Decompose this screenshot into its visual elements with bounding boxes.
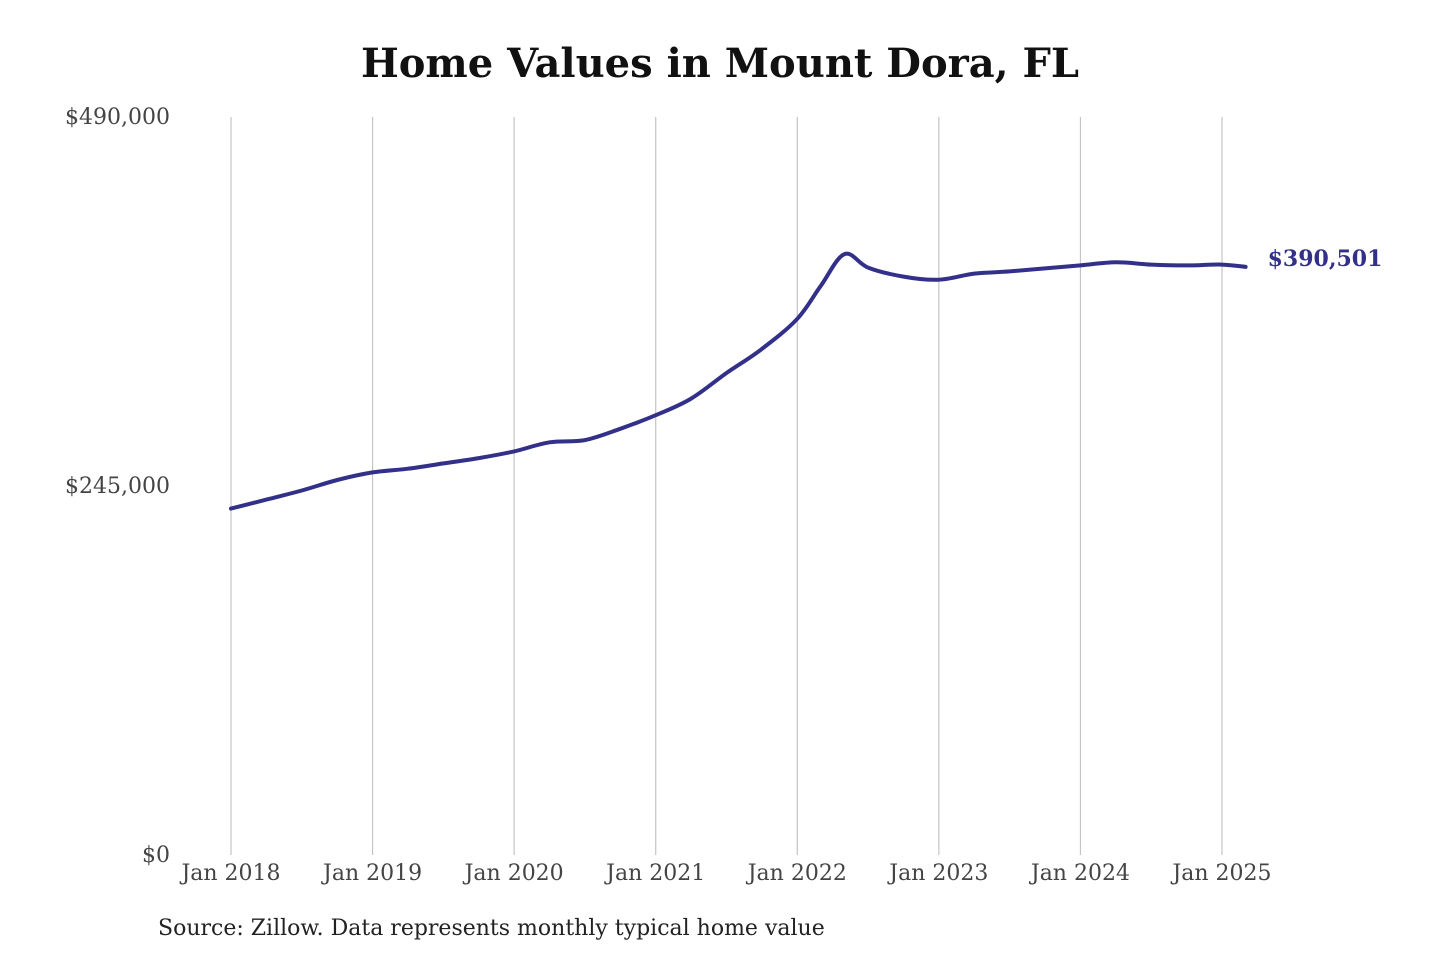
series-line <box>229 251 1248 511</box>
x-tick-label: Jan 2018 <box>179 861 280 886</box>
y-axis: $0 $245,000 $490,000 <box>65 105 170 868</box>
x-axis: Jan 2018 Jan 2019 Jan 2020 Jan 2021 Jan 2022… <box>179 861 1271 886</box>
end-value-label: $390,501 <box>1268 246 1383 272</box>
x-tick-label: Jan 2020 <box>463 861 564 886</box>
y-tick-label: $490,000 <box>65 105 170 130</box>
source-note: Source: Zillow. Data represents monthly … <box>158 916 825 941</box>
x-tick-label: Jan 2023 <box>887 861 988 886</box>
series-layer: $390,501 <box>229 246 1383 511</box>
y-tick-label: $245,000 <box>65 474 170 499</box>
x-tick-label: Jan 2022 <box>746 861 847 886</box>
gridlines <box>230 117 1223 855</box>
chart-title: Home Values in Mount Dora, FL <box>360 40 1080 87</box>
x-tick-label: Jan 2019 <box>321 861 422 886</box>
y-tick-label: $0 <box>142 843 170 868</box>
x-tick-label: Jan 2024 <box>1029 861 1130 886</box>
x-tick-label: Jan 2025 <box>1170 861 1271 886</box>
x-tick-label: Jan 2021 <box>604 861 705 886</box>
